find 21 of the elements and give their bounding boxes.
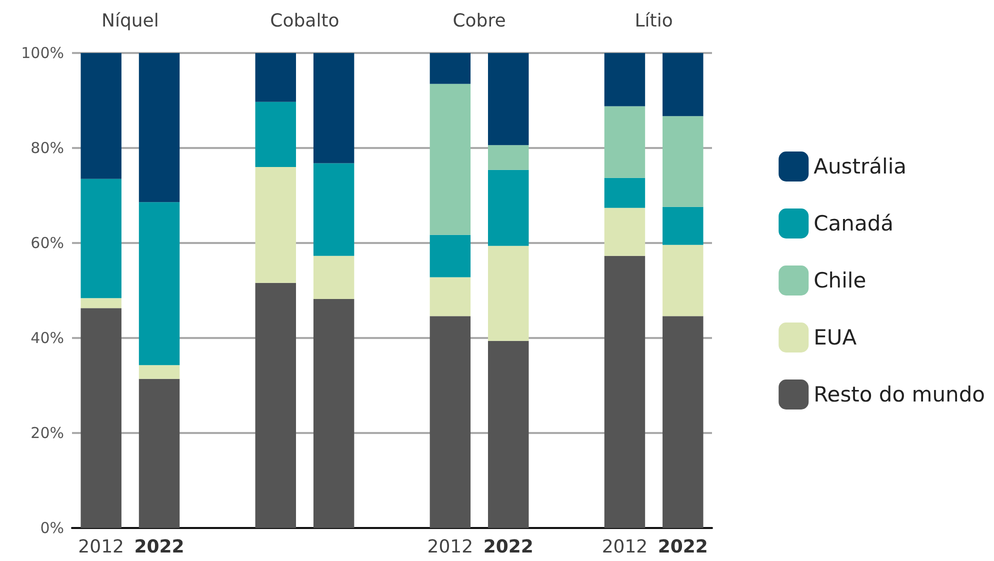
y-tick-label: 0% (40, 519, 64, 537)
legend-label: Resto do mundo (814, 382, 985, 406)
y-tick-label: 100% (21, 44, 64, 62)
text: Cobalto (270, 10, 340, 32)
y-tick-label: 20% (30, 424, 64, 442)
x-tick-label: 2022 (483, 536, 534, 558)
y-tick-label: 80% (30, 139, 64, 157)
y-tick-label: 40% (30, 329, 64, 347)
legend-label: EUA (814, 326, 858, 350)
legend-label: Austrália (814, 154, 907, 178)
legend-label: Chile (814, 268, 866, 292)
x-tick-label: 2012 (427, 536, 474, 558)
x-tick-label: 2022 (658, 536, 708, 558)
text: Lítio (634, 10, 673, 32)
legend-label: Canadá (814, 212, 894, 236)
text: Cobre (452, 10, 506, 32)
x-tick-label: 2012 (78, 536, 124, 558)
y-tick-label: 60% (30, 234, 64, 252)
x-tick-label: 2022 (134, 536, 184, 558)
text: Níquel (101, 10, 159, 32)
x-tick-label: 2012 (602, 536, 648, 558)
